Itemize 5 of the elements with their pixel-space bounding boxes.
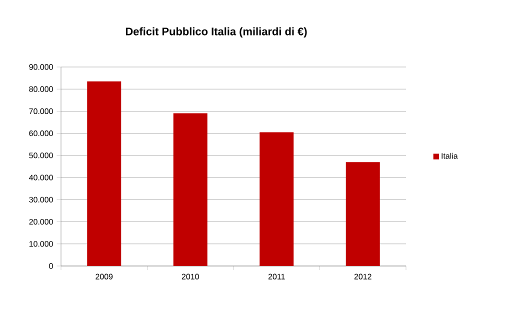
bar	[260, 132, 294, 266]
chart-title: Deficit Pubblico Italia (miliardi di €)	[126, 27, 307, 38]
bar	[346, 162, 380, 266]
bar	[173, 113, 208, 266]
bar	[87, 81, 122, 266]
